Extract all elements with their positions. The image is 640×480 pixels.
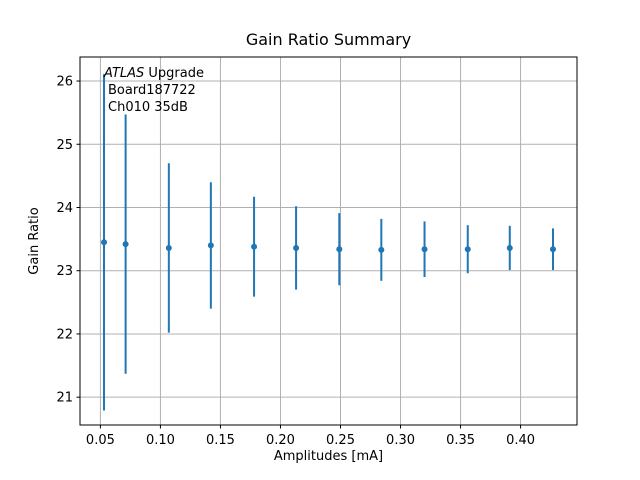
data-point-marker <box>506 244 513 251</box>
y-tick-label: 24 <box>56 201 73 216</box>
y-tick-label: 25 <box>56 138 73 153</box>
y-tick-label: 22 <box>56 327 73 342</box>
x-tick-label: 0.30 <box>386 433 415 448</box>
x-tick-label: 0.20 <box>266 433 295 448</box>
data-point-marker <box>122 241 129 248</box>
data-point-marker <box>549 246 556 253</box>
annotation-experiment-suffix: Upgrade <box>144 66 204 81</box>
data-point-marker <box>421 246 428 253</box>
data-point-marker <box>378 246 385 253</box>
annotation-experiment: ATLAS <box>104 66 145 81</box>
x-tick-label: 0.40 <box>506 433 535 448</box>
data-point-marker <box>165 244 172 251</box>
y-tick-label: 21 <box>56 391 73 406</box>
y-axis-label: Gain Ratio <box>27 207 42 275</box>
y-tick-label: 26 <box>56 75 73 90</box>
plot-annotation: ATLAS Upgrade Board187722 Ch010 35dB <box>104 65 204 116</box>
plot-border <box>79 56 578 426</box>
x-tick-label: 0.15 <box>206 433 235 448</box>
y-tick-label: 23 <box>56 264 73 279</box>
x-tick-label: 0.10 <box>146 433 175 448</box>
data-point-marker <box>101 239 108 246</box>
annotation-experiment-line: ATLAS Upgrade <box>104 65 204 82</box>
data-point-marker <box>293 244 300 251</box>
x-tick-label: 0.35 <box>446 433 475 448</box>
data-point-marker <box>336 246 343 253</box>
chart-title: Gain Ratio Summary <box>245 30 412 49</box>
data-point-marker <box>207 242 214 249</box>
data-point-marker <box>464 246 471 253</box>
annotation-channel: Ch010 35dB <box>108 100 188 115</box>
x-tick-label: 0.05 <box>86 433 115 448</box>
annotation-board: Board187722 <box>108 83 196 98</box>
x-axis-label: Amplitudes [mA] <box>273 449 384 464</box>
data-point-marker <box>251 243 258 250</box>
x-tick-label: 0.25 <box>326 433 355 448</box>
